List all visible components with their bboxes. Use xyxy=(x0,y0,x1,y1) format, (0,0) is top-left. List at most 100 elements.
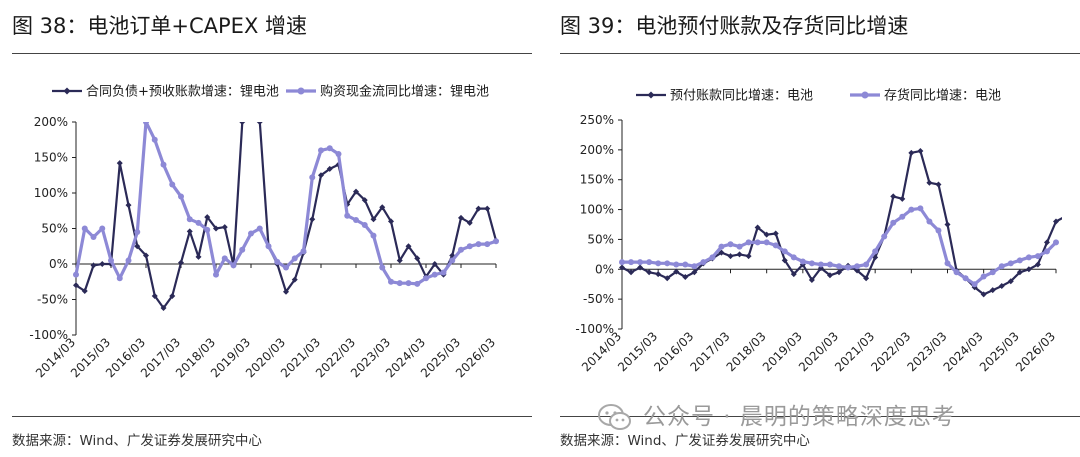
y-tick-label: -100% xyxy=(575,322,614,336)
y-tick-label: 50% xyxy=(587,232,614,246)
series-b-point xyxy=(944,260,951,267)
series-a-point xyxy=(1062,214,1068,220)
series-a-point xyxy=(908,149,915,156)
series-b-point xyxy=(116,275,123,282)
series-a-point xyxy=(160,305,167,312)
series-a-point xyxy=(763,231,770,238)
watermark-text: 公众号 · 晨明的策略深度思考 xyxy=(643,404,956,430)
series-b-point xyxy=(151,136,158,143)
series-a-point xyxy=(143,252,149,259)
y-tick-label: 0% xyxy=(595,262,614,276)
series-b-point xyxy=(817,261,824,268)
y-tick-label: 150% xyxy=(580,173,614,187)
series-a-point xyxy=(808,277,815,284)
series-a-point xyxy=(221,224,228,231)
watermark: 公众号 · 晨明的策略深度思考 xyxy=(597,397,1057,433)
series-b-point xyxy=(73,271,79,278)
series-b-point xyxy=(81,225,88,232)
series-a-point xyxy=(989,287,996,294)
series-b-point xyxy=(108,257,114,264)
series-a-point xyxy=(116,160,123,167)
series-a-point xyxy=(204,214,211,221)
y-tick-label: 100% xyxy=(34,186,68,200)
series-b-line xyxy=(74,122,497,286)
series-a xyxy=(619,148,1068,298)
figure-39: 图 39：电池预付账款及存货同比增速 250% 200% 150% 100% 50% 0%… xyxy=(560,0,1080,457)
series-b-point xyxy=(423,275,429,282)
series-a-point xyxy=(917,148,924,155)
y-tick-label: -50% xyxy=(37,293,68,307)
series-b-point xyxy=(475,241,482,248)
series-b-point xyxy=(256,225,263,232)
figure-38: 图 38：电池订单+CAPEX 增速 200% 150% 100% 50% 0% -50%… xyxy=(12,0,532,457)
series-a-point xyxy=(628,269,635,276)
series-b-point xyxy=(826,261,833,268)
series-a-point xyxy=(353,188,359,195)
series-a-point xyxy=(256,122,263,125)
series-a-point xyxy=(664,275,671,282)
series-b-point xyxy=(736,243,743,250)
series-a-point xyxy=(781,257,788,264)
series-b-point xyxy=(962,275,969,282)
series-b-point xyxy=(1053,239,1059,246)
data-source: 数据来源：Wind、广发证券发展研究中心 xyxy=(560,433,810,449)
series-a-point xyxy=(134,243,141,250)
series-b-point xyxy=(143,122,149,125)
series-a-point xyxy=(484,205,491,212)
series-b-point xyxy=(458,246,464,253)
series-a-point xyxy=(99,261,106,267)
series-a-point xyxy=(836,269,842,276)
series-b-point xyxy=(664,260,671,267)
series-b-point xyxy=(379,264,386,271)
bottom-divider xyxy=(12,416,532,417)
chart-title: 图 38：电池订单+CAPEX 增速 xyxy=(12,14,308,38)
series-b-point xyxy=(396,280,403,287)
legend-marker xyxy=(297,87,305,95)
series-b-point xyxy=(204,226,211,233)
series-b-point xyxy=(989,269,996,276)
series-a-point xyxy=(309,216,316,223)
series-a-point xyxy=(151,292,158,299)
series-b-point xyxy=(754,239,761,246)
legend-marker xyxy=(861,91,869,99)
series-a-point xyxy=(239,122,246,125)
y-tick-label: 100% xyxy=(580,203,614,217)
series-a-point xyxy=(125,202,132,209)
data-source: 数据来源：Wind、广发证券发展研究中心 xyxy=(12,433,262,449)
series-b-point xyxy=(628,259,635,266)
series-a-point xyxy=(318,172,324,179)
series-b-point xyxy=(160,161,167,168)
series-b-point xyxy=(361,221,368,228)
y-tick-label: -50% xyxy=(583,292,614,306)
series-b-point xyxy=(619,259,625,266)
series-b-point xyxy=(727,241,734,248)
series-b-point xyxy=(484,241,491,248)
series-b-point xyxy=(899,213,906,220)
series-b-point xyxy=(917,205,924,212)
series-a-point xyxy=(646,269,653,276)
series-b-point xyxy=(353,216,359,223)
series-b-point xyxy=(265,243,272,250)
series-b-point xyxy=(854,263,861,270)
y-tick-label: 250% xyxy=(580,113,614,127)
series-a-point xyxy=(944,221,951,228)
series-a-point xyxy=(1043,239,1050,246)
series-a-point xyxy=(926,179,933,186)
series-a-point xyxy=(81,287,88,294)
series-b-point xyxy=(781,248,788,255)
series-b-point xyxy=(908,206,915,213)
legend-item-b: 购资现金流同比增速：锂电池 xyxy=(286,84,489,100)
series-b-point xyxy=(935,227,942,234)
series-b-point xyxy=(493,238,499,245)
series-a-point xyxy=(291,276,298,283)
series-b-point xyxy=(1007,260,1014,267)
series-b-point xyxy=(318,147,324,154)
legend-label: 预付账款同比增速：电池 xyxy=(670,89,813,104)
series-b-point xyxy=(125,257,132,264)
series-b-point xyxy=(655,260,662,267)
series-a-point xyxy=(980,291,987,298)
series-b-point xyxy=(239,246,246,253)
series-b-point xyxy=(980,273,987,280)
series-b-point xyxy=(691,263,698,270)
series-b-point xyxy=(178,193,184,200)
